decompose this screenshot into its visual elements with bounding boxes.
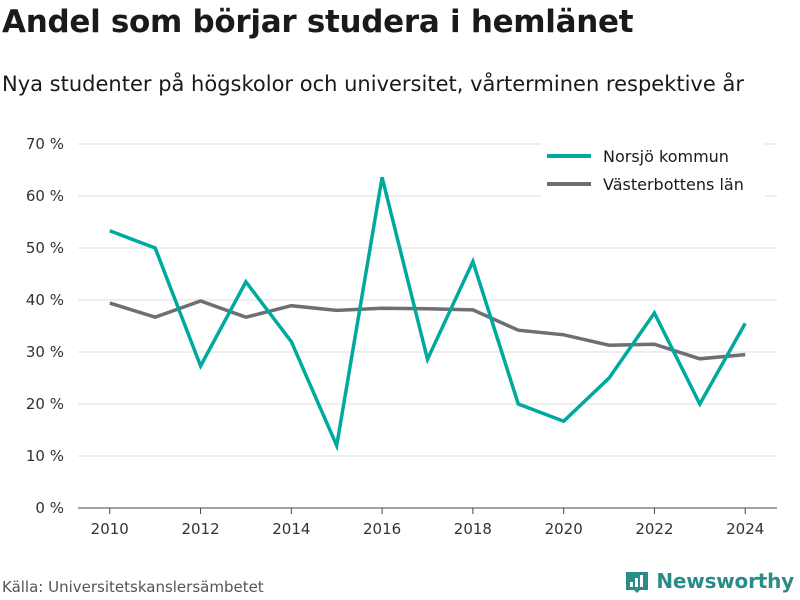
x-tick-label: 2016 <box>363 520 401 538</box>
x-tick-label: 2012 <box>181 520 219 538</box>
y-tick-label: 20 % <box>26 395 64 413</box>
chart-title: Andel som börjar studera i hemlänet <box>2 4 634 40</box>
x-tick-label: 2024 <box>726 520 764 538</box>
legend-background <box>541 141 765 199</box>
x-tick-label: 2010 <box>91 520 129 538</box>
brand-logo[interactable]: Newsworthy <box>624 568 794 594</box>
x-axis: 2010 2012 2014 2016 2018 2020 2022 2024 <box>91 508 764 538</box>
x-tick-label: 2014 <box>272 520 310 538</box>
y-tick-label: 70 % <box>26 135 64 153</box>
chart-subtitle: Nya studenter på högskolor och universit… <box>2 72 744 96</box>
y-tick-label: 50 % <box>26 239 64 257</box>
x-tick-label: 2018 <box>454 520 492 538</box>
series-lines <box>109 176 747 452</box>
legend-label: Västerbottens län <box>603 175 744 194</box>
y-tick-label: 40 % <box>26 291 64 309</box>
legend-label: Norsjö kommun <box>603 147 729 166</box>
y-tick-label: 10 % <box>26 447 64 465</box>
y-tick-label: 30 % <box>26 343 64 361</box>
y-tick-label: 60 % <box>26 187 64 205</box>
x-tick-label: 2022 <box>635 520 673 538</box>
series-line-vasterbotten <box>109 299 746 361</box>
newsworthy-icon <box>626 572 649 593</box>
x-tick-label: 2020 <box>545 520 583 538</box>
legend: Norsjö kommun Västerbottens län <box>541 141 765 199</box>
brand-name: Newsworthy <box>656 569 794 593</box>
source-note: Källa: Universitetskanslersämbetet <box>2 578 264 596</box>
y-tick-label: 0 % <box>35 499 64 517</box>
y-axis: 0 % 10 % 20 % 30 % 40 % 50 % 60 % 70 % <box>26 135 64 517</box>
series-line-norsjo <box>109 176 747 452</box>
